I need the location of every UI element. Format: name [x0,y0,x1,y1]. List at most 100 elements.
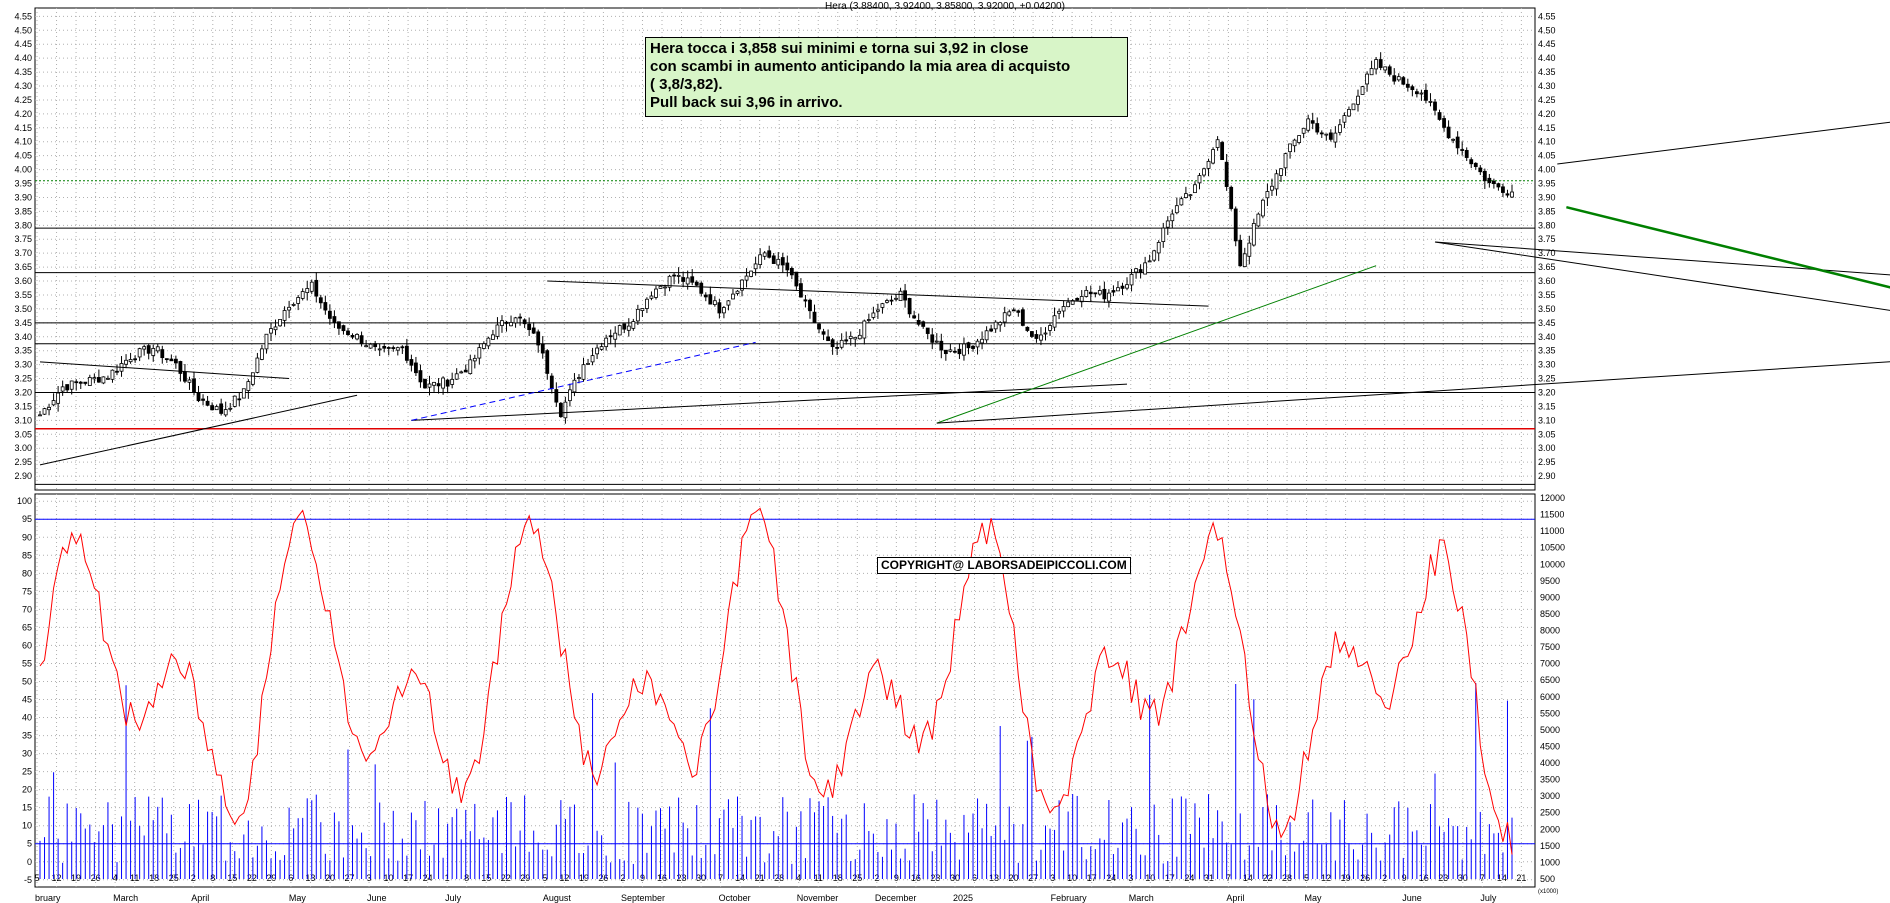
candle-body [133,358,138,361]
x-tick-label: 15 [481,873,491,883]
candle-body [953,350,957,353]
x-tick-label: 29 [520,873,530,883]
x-tick-label: 25 [852,873,862,883]
candle-body [635,308,640,322]
oscillator-line [39,507,1513,855]
candle-body [51,400,56,406]
price-y-tick-left: 4.55 [14,11,32,21]
candle-body [454,373,459,380]
candle-body [771,255,776,264]
candle-body [726,300,731,306]
volume-tick: 12000 [1540,493,1565,503]
x-tick-label: 6 [972,873,977,883]
month-label: July [445,893,462,903]
price-y-tick-right: 3.60 [1538,276,1556,286]
candle-body [1120,285,1125,289]
price-y-tick-left: 3.30 [14,360,32,370]
price-y-tick-left: 3.80 [14,220,32,230]
price-y-tick-left: 3.15 [14,401,32,411]
green-main-trend [1566,205,1890,289]
blue-dashed-trend [411,341,756,421]
trend-line [936,361,1890,424]
candle-body [1111,290,1116,293]
candle-body [314,279,319,297]
candle-body [572,379,577,393]
candle-body [1501,186,1505,193]
candle-body [889,299,894,302]
price-y-tick-left: 3.35 [14,346,32,356]
x-tick-label: 11 [814,873,823,883]
candle-body [1279,168,1283,176]
trend-line [411,383,1128,421]
trend-line [1434,241,1890,311]
candle-body [1365,73,1369,85]
candle-body [871,312,876,318]
x-tick-label: 3 [1128,873,1133,883]
candle-body [934,340,939,343]
volume-tick: 10500 [1540,543,1565,553]
candle-body [1057,310,1061,314]
price-y-tick-right: 3.35 [1538,346,1556,356]
price-y-tick-left: 3.75 [14,234,32,244]
x-tick-label: 22 [501,873,511,883]
candle-body [835,346,840,349]
candle-body [305,288,310,293]
candle-body [649,295,654,299]
candle-body [260,348,264,360]
price-y-tick-left: 4.15 [14,123,32,133]
candle-body [346,330,350,336]
candle-body [1143,262,1148,275]
x-tick-label: 3 [1050,873,1055,883]
candle-body [1414,91,1419,95]
candle-body [273,326,278,331]
x-tick-label: 15 [227,873,237,883]
candle-body [459,371,464,374]
month-label: December [875,893,917,903]
candle-body [1396,76,1401,81]
candle-body [296,297,301,304]
candle-body [400,346,405,349]
x-tick-label: 13 [989,873,999,883]
candle-body [558,402,563,418]
candle-body [1183,193,1188,198]
candle-body [857,334,862,340]
price-y-tick-left: 4.35 [14,67,32,77]
candle-body [477,347,482,359]
candle-body [1328,132,1333,140]
candle-body [577,377,581,379]
x-tick-label: 24 [1184,873,1194,883]
osc-y-tick: 40 [22,713,32,723]
candle-body [1125,284,1129,289]
candle-body [47,406,51,411]
candle-body [1134,268,1138,273]
candle-body [1174,205,1179,214]
candle-body [359,335,364,345]
candle-body [1405,83,1410,88]
candle-body [495,324,500,337]
candle-body [364,345,369,348]
x-tick-label: 5 [1304,873,1309,883]
candle-body [1016,310,1021,313]
candle-body [481,343,486,349]
candle-body [382,345,387,349]
candle-body [1224,161,1229,187]
candle-body [880,303,885,308]
candle-body [808,299,812,312]
candle-body [87,377,92,386]
x-tick-label: 6 [288,873,293,883]
candle-body [278,318,282,327]
candle-body [563,401,568,419]
candle-body [1319,132,1324,135]
candle-body [1197,175,1202,184]
x-tick-label: 12 [559,873,569,883]
candle-body [962,343,966,356]
candle-body [1161,227,1166,242]
x-tick-label: 16 [657,873,667,883]
candle-body [472,357,477,362]
candle-body [1188,194,1193,197]
price-y-tick-right: 3.85 [1538,206,1556,216]
candle-body [930,334,935,343]
candle-body [1084,289,1089,297]
annotation-box: Hera tocca i 3,858 sui minimi e torna su… [645,37,1128,117]
price-y-tick-left: 3.20 [14,387,32,397]
